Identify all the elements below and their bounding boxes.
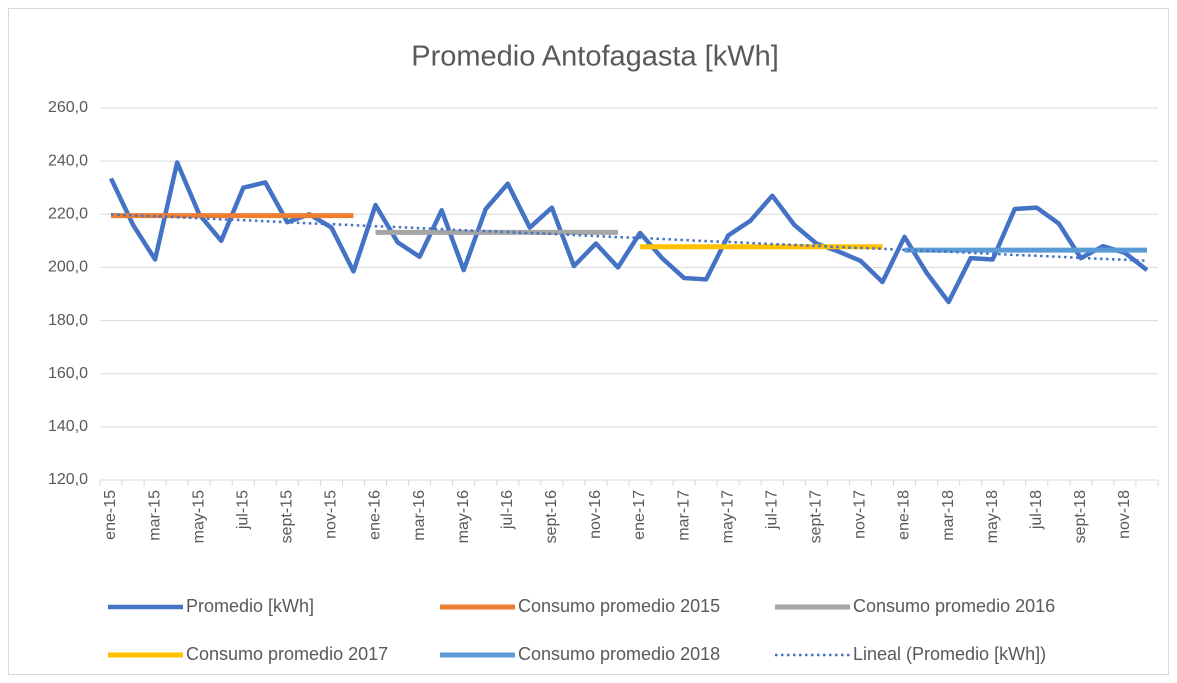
legend-label: Lineal (Promedio [kWh])	[853, 644, 1046, 664]
x-tick-label: mar-16	[411, 490, 428, 541]
y-tick-label: 260,0	[48, 99, 88, 116]
x-tick-label: jul-17	[763, 490, 780, 530]
x-tick-label: sept-16	[543, 490, 560, 543]
x-tick-label: sept-15	[279, 490, 296, 543]
x-tick-label: may-15	[190, 490, 207, 543]
y-tick-label: 220,0	[48, 206, 88, 223]
x-tick-label: nov-15	[323, 490, 340, 539]
x-tick-label: may-18	[984, 490, 1001, 543]
x-tick-label: ene-18	[896, 490, 913, 540]
y-tick-label: 140,0	[48, 418, 88, 435]
chart-title: Promedio Antofagasta [kWh]	[411, 41, 779, 73]
legend-label: Consumo promedio 2015	[518, 596, 720, 616]
y-tick-label: 120,0	[48, 471, 88, 488]
series-line	[110, 213, 1148, 263]
chart-border	[8, 8, 1169, 675]
legend-label: Consumo promedio 2018	[518, 644, 720, 664]
x-tick-label: may-16	[455, 490, 472, 543]
x-tick-label: jul-18	[1028, 490, 1045, 530]
y-tick-label: 200,0	[48, 259, 88, 276]
x-tick-label: jul-16	[499, 490, 516, 530]
y-tick-label: 240,0	[48, 152, 88, 169]
x-tick-label: ene-17	[631, 490, 648, 540]
legend-label: Consumo promedio 2016	[853, 596, 1055, 616]
legend-label: Consumo promedio 2017	[186, 644, 388, 664]
x-tick-label: nov-18	[1116, 490, 1133, 539]
legend-label: Promedio [kWh]	[186, 596, 314, 616]
x-tick-label: mar-15	[146, 490, 163, 541]
x-tick-label: jul-15	[234, 490, 251, 530]
x-tick-label: sept-18	[1072, 490, 1089, 543]
x-tick-label: sept-17	[808, 490, 825, 543]
x-tick-label: nov-17	[852, 490, 869, 539]
x-tick-label: may-17	[719, 490, 736, 543]
x-tick-label: ene-16	[367, 490, 384, 540]
y-tick-label: 160,0	[48, 365, 88, 382]
x-tick-label: mar-18	[940, 490, 957, 541]
x-tick-label: mar-17	[675, 490, 692, 541]
x-tick-label: ene-15	[102, 490, 119, 540]
x-tick-label: nov-16	[587, 490, 604, 539]
y-tick-label: 180,0	[48, 312, 88, 329]
